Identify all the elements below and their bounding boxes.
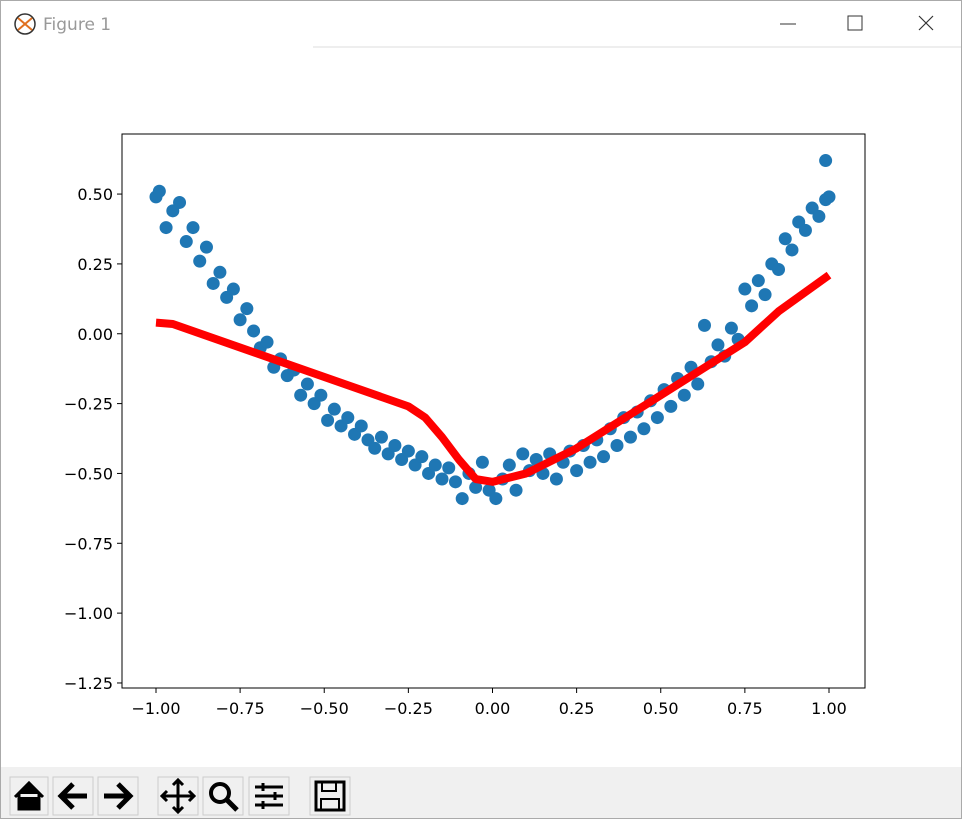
- scatter-point: [428, 458, 442, 472]
- y-tick-label: 0.00: [77, 325, 113, 344]
- scatter-point: [199, 240, 213, 254]
- scatter-point: [247, 324, 261, 338]
- scatter-point: [233, 313, 247, 327]
- y-tick-label: 0.50: [77, 185, 113, 204]
- zoom-button[interactable]: [202, 776, 244, 816]
- scatter-point: [489, 492, 503, 506]
- scatter-point: [738, 282, 752, 296]
- scatter-point: [772, 262, 786, 276]
- save-button[interactable]: [309, 776, 351, 816]
- scatter-point: [341, 411, 355, 425]
- y-tick-label: −1.00: [64, 604, 113, 623]
- scatter-point: [570, 464, 584, 478]
- scatter-point: [597, 450, 611, 464]
- scatter-point: [327, 402, 341, 416]
- x-tick-label: 1.00: [811, 699, 847, 718]
- maximize-button[interactable]: [847, 15, 863, 31]
- close-button[interactable]: [918, 15, 934, 31]
- scatter-point: [260, 335, 274, 349]
- scatter-point: [321, 413, 335, 427]
- scatter-point: [374, 430, 388, 444]
- scatter-point: [206, 276, 220, 290]
- scatter-point: [822, 190, 836, 204]
- window-title: Figure 1: [43, 15, 111, 35]
- scatter-point: [469, 480, 483, 494]
- scatter-point: [186, 221, 200, 235]
- y-tick-label: 0.25: [77, 255, 113, 274]
- scatter-point: [300, 377, 314, 391]
- scatter-point: [294, 388, 308, 402]
- scatter-point: [502, 458, 516, 472]
- plot-frame: [121, 133, 866, 689]
- scatter-point: [751, 274, 765, 288]
- scatter-point: [549, 472, 563, 486]
- forward-button[interactable]: [97, 776, 139, 816]
- y-tick-label: −0.50: [64, 464, 113, 483]
- toolbar: [1, 767, 961, 818]
- x-tick-label: 0.75: [727, 699, 763, 718]
- scatter-point: [213, 265, 227, 279]
- home-button[interactable]: [9, 776, 49, 816]
- scatter-point: [240, 302, 254, 316]
- scatter-point: [475, 455, 489, 469]
- scatter-point: [583, 455, 597, 469]
- scatter-point: [610, 439, 624, 453]
- scatter-point: [509, 483, 523, 497]
- y-tick-label: −0.25: [64, 395, 113, 414]
- y-tick-label: −1.25: [64, 674, 113, 693]
- scatter-point: [516, 447, 530, 461]
- scatter-point: [812, 209, 826, 223]
- scatter-point: [677, 388, 691, 402]
- x-tick-label: −0.50: [300, 699, 349, 718]
- scatter-point: [226, 282, 240, 296]
- scatter-point: [173, 195, 187, 209]
- scatter-point: [401, 444, 415, 458]
- scatter-point: [152, 184, 166, 198]
- scatter-point: [354, 419, 368, 433]
- scatter-point: [758, 288, 772, 302]
- x-tick-label: 0.00: [475, 699, 511, 718]
- x-tick-label: −1.00: [131, 699, 180, 718]
- scatter-point: [415, 450, 429, 464]
- scatter-point: [745, 299, 759, 313]
- scatter-point: [819, 154, 833, 168]
- scatter-point: [623, 430, 637, 444]
- scatter-point: [711, 338, 725, 352]
- scatter-point: [691, 377, 705, 391]
- scatter-point: [314, 388, 328, 402]
- line: [155, 271, 832, 486]
- y-tick-label: −0.75: [64, 534, 113, 553]
- x-tick-label: −0.25: [384, 699, 433, 718]
- scatter-point: [664, 399, 678, 413]
- scatter-point: [179, 235, 193, 249]
- scatter-point: [785, 243, 799, 257]
- pan-button[interactable]: [157, 776, 199, 816]
- scatter-point: [159, 221, 173, 235]
- scatter-point: [193, 254, 207, 268]
- scatter-point: [442, 461, 456, 475]
- back-button[interactable]: [52, 776, 94, 816]
- x-tick-label: −0.75: [216, 699, 265, 718]
- scatter-point: [778, 232, 792, 246]
- scatter-point: [697, 318, 711, 332]
- scatter-point: [650, 411, 664, 425]
- scatter-point: [388, 439, 402, 453]
- x-tick-label: 0.50: [643, 699, 679, 718]
- scatter-point: [448, 475, 462, 489]
- scatter-point: [637, 422, 651, 436]
- scatter-point: [724, 321, 738, 335]
- scatter-point: [798, 223, 812, 237]
- app-icon-mark: [17, 17, 33, 31]
- x-tick-label: 0.25: [559, 699, 595, 718]
- scatter-point: [368, 441, 382, 455]
- scatter-point: [435, 472, 449, 486]
- scatter-point: [455, 492, 469, 506]
- configure-button[interactable]: [248, 776, 290, 816]
